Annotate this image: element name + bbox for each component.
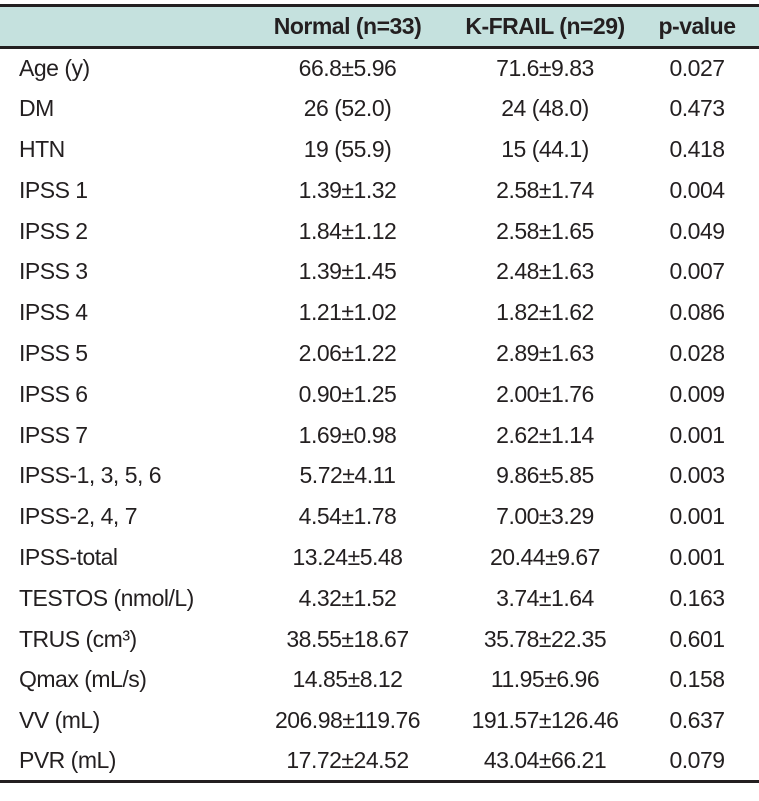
pvalue-cell: 0.003 [669,462,725,489]
kfrail-value-cell: 2.89±1.63 [496,339,594,366]
normal-value-cell: 14.85±8.12 [292,666,403,693]
row-label-cell: IPSS 1 [19,176,88,203]
comparison-table: Normal (n=33) K-FRAIL (n=29) p-value Age… [0,4,759,784]
normal-value-cell: 26 (52.0) [303,95,392,122]
kfrail-value-cell: 2.00±1.76 [496,380,594,407]
row-label-cell: TESTOS (nmol/L) [19,584,194,611]
row-label-cell: VV (mL) [19,707,100,734]
normal-value-cell: 13.24±5.48 [292,543,403,570]
table-row: IPSS 7 1.69±0.98 2.62±1.14 0.001 [0,415,759,456]
pvalue-cell: 0.473 [669,95,725,122]
row-label-cell: Qmax (mL/s) [19,666,147,693]
normal-value-cell: 4.54±1.78 [298,503,397,530]
pvalue-cell: 0.009 [669,380,725,407]
pvalue-cell: 0.007 [669,258,725,285]
row-label-cell: IPSS 2 [19,217,88,244]
kfrail-value-cell: 35.78±22.35 [483,625,607,652]
row-label-cell: IPSS-2, 4, 7 [19,503,138,530]
normal-value-cell: 19 (55.9) [303,135,392,162]
table-row: IPSS 6 0.90±1.25 2.00±1.76 0.009 [0,374,759,415]
normal-value-cell: 1.69±0.98 [298,421,397,448]
row-label-cell: IPSS 7 [19,421,88,448]
pvalue-cell: 0.158 [669,666,725,693]
table-row: IPSS-2, 4, 7 4.54±1.78 7.00±3.29 0.001 [0,496,759,537]
table-row: HTN 19 (55.9) 15 (44.1) 0.418 [0,129,759,170]
row-label-cell: IPSS 4 [19,299,88,326]
header-variable-cell [0,5,240,49]
pvalue-cell: 0.027 [669,55,725,82]
normal-value-cell: 2.06±1.22 [298,339,397,366]
kfrail-value-cell: 191.57±126.46 [471,707,619,734]
header-pvalue-cell: p-value [635,5,759,49]
table-row: VV (mL) 206.98±119.76 191.57±126.46 0.637 [0,700,759,741]
pvalue-cell: 0.418 [669,135,725,162]
normal-value-cell: 1.21±1.02 [298,299,397,326]
kfrail-value-cell: 2.58±1.65 [496,217,594,244]
pvalue-cell: 0.049 [669,217,725,244]
kfrail-value-cell: 7.00±3.29 [496,503,594,530]
row-label-cell: Age (y) [19,55,90,82]
pvalue-cell: 0.079 [669,747,725,774]
table-row: DM 26 (52.0) 24 (48.0) 0.473 [0,88,759,129]
kfrail-value-cell: 20.44±9.67 [490,543,600,570]
kfrail-value-cell: 2.58±1.74 [496,176,594,203]
row-label-cell: DM [19,95,54,122]
kfrail-value-cell: 71.6±9.83 [496,55,594,82]
table-header-row: Normal (n=33) K-FRAIL (n=29) p-value [0,5,759,49]
row-label-cell: IPSS 6 [19,380,88,407]
pvalue-cell: 0.001 [669,543,725,570]
kfrail-value-cell: 3.74±1.64 [496,584,594,611]
row-label-cell: IPSS-1, 3, 5, 6 [19,462,162,489]
kfrail-value-cell: 2.48±1.63 [496,258,594,285]
kfrail-value-cell: 9.86±5.85 [496,462,594,489]
normal-value-cell: 1.39±1.32 [298,176,397,203]
table-row: IPSS-total 13.24±5.48 20.44±9.67 0.001 [0,537,759,578]
kfrail-value-cell: 11.95±6.96 [490,666,600,693]
pvalue-cell: 0.001 [669,503,725,530]
kfrail-value-cell: 24 (48.0) [501,95,589,122]
pvalue-cell: 0.637 [669,707,725,734]
normal-value-cell: 66.8±5.96 [298,55,397,82]
table-row: IPSS 5 2.06±1.22 2.89±1.63 0.028 [0,333,759,374]
pvalue-cell: 0.028 [669,339,725,366]
normal-value-cell: 1.84±1.12 [298,217,397,244]
table-row: IPSS 3 1.39±1.45 2.48±1.63 0.007 [0,251,759,292]
table-row: TESTOS (nmol/L) 4.32±1.52 3.74±1.64 0.163 [0,578,759,619]
row-label-cell: IPSS-total [19,543,118,570]
normal-value-cell: 206.98±119.76 [274,707,421,734]
table-row: IPSS 4 1.21±1.02 1.82±1.62 0.086 [0,292,759,333]
table-row: IPSS 2 1.84±1.12 2.58±1.65 0.049 [0,211,759,252]
normal-value-cell: 4.32±1.52 [298,584,397,611]
paper-table-page: Normal (n=33) K-FRAIL (n=29) p-value Age… [0,4,759,784]
table-row: PVR (mL) 17.72±24.52 43.04±66.21 0.079 [0,741,759,782]
kfrail-value-cell: 43.04±66.21 [483,747,607,774]
normal-value-cell: 5.72±4.11 [299,462,396,489]
table-row: Age (y) 66.8±5.96 71.6±9.83 0.027 [0,48,759,89]
table-row: Qmax (mL/s) 14.85±8.12 11.95±6.96 0.158 [0,659,759,700]
pvalue-cell: 0.601 [669,625,725,652]
table-body: Age (y) 66.8±5.96 71.6±9.83 0.027 DM 26 (52.0… [0,48,759,782]
table-row: IPSS 1 1.39±1.32 2.58±1.74 0.004 [0,170,759,211]
normal-value-cell: 17.72±24.52 [286,747,409,774]
row-label-cell: IPSS 3 [19,258,88,285]
kfrail-value-cell: 2.62±1.14 [496,421,594,448]
pvalue-cell: 0.004 [669,176,725,203]
row-label-cell: TRUS (cm³) [19,625,137,652]
pvalue-cell: 0.086 [669,299,725,326]
normal-value-cell: 38.55±18.67 [286,625,409,652]
row-label-cell: PVR (mL) [19,747,116,774]
kfrail-value-cell: 1.82±1.62 [496,299,594,326]
header-kfrail-group-cell: K-FRAIL (n=29) [455,5,635,49]
pvalue-cell: 0.001 [669,421,725,448]
row-label-cell: HTN [19,135,65,162]
header-normal-group-cell: Normal (n=33) [240,5,455,49]
pvalue-cell: 0.163 [669,584,725,611]
table-row: IPSS-1, 3, 5, 6 5.72±4.11 9.86±5.85 0.003 [0,455,759,496]
kfrail-value-cell: 15 (44.1) [501,135,589,162]
row-label-cell: IPSS 5 [19,339,88,366]
table-row: TRUS (cm³) 38.55±18.67 35.78±22.35 0.601 [0,619,759,660]
normal-value-cell: 1.39±1.45 [298,258,397,285]
normal-value-cell: 0.90±1.25 [298,380,397,407]
